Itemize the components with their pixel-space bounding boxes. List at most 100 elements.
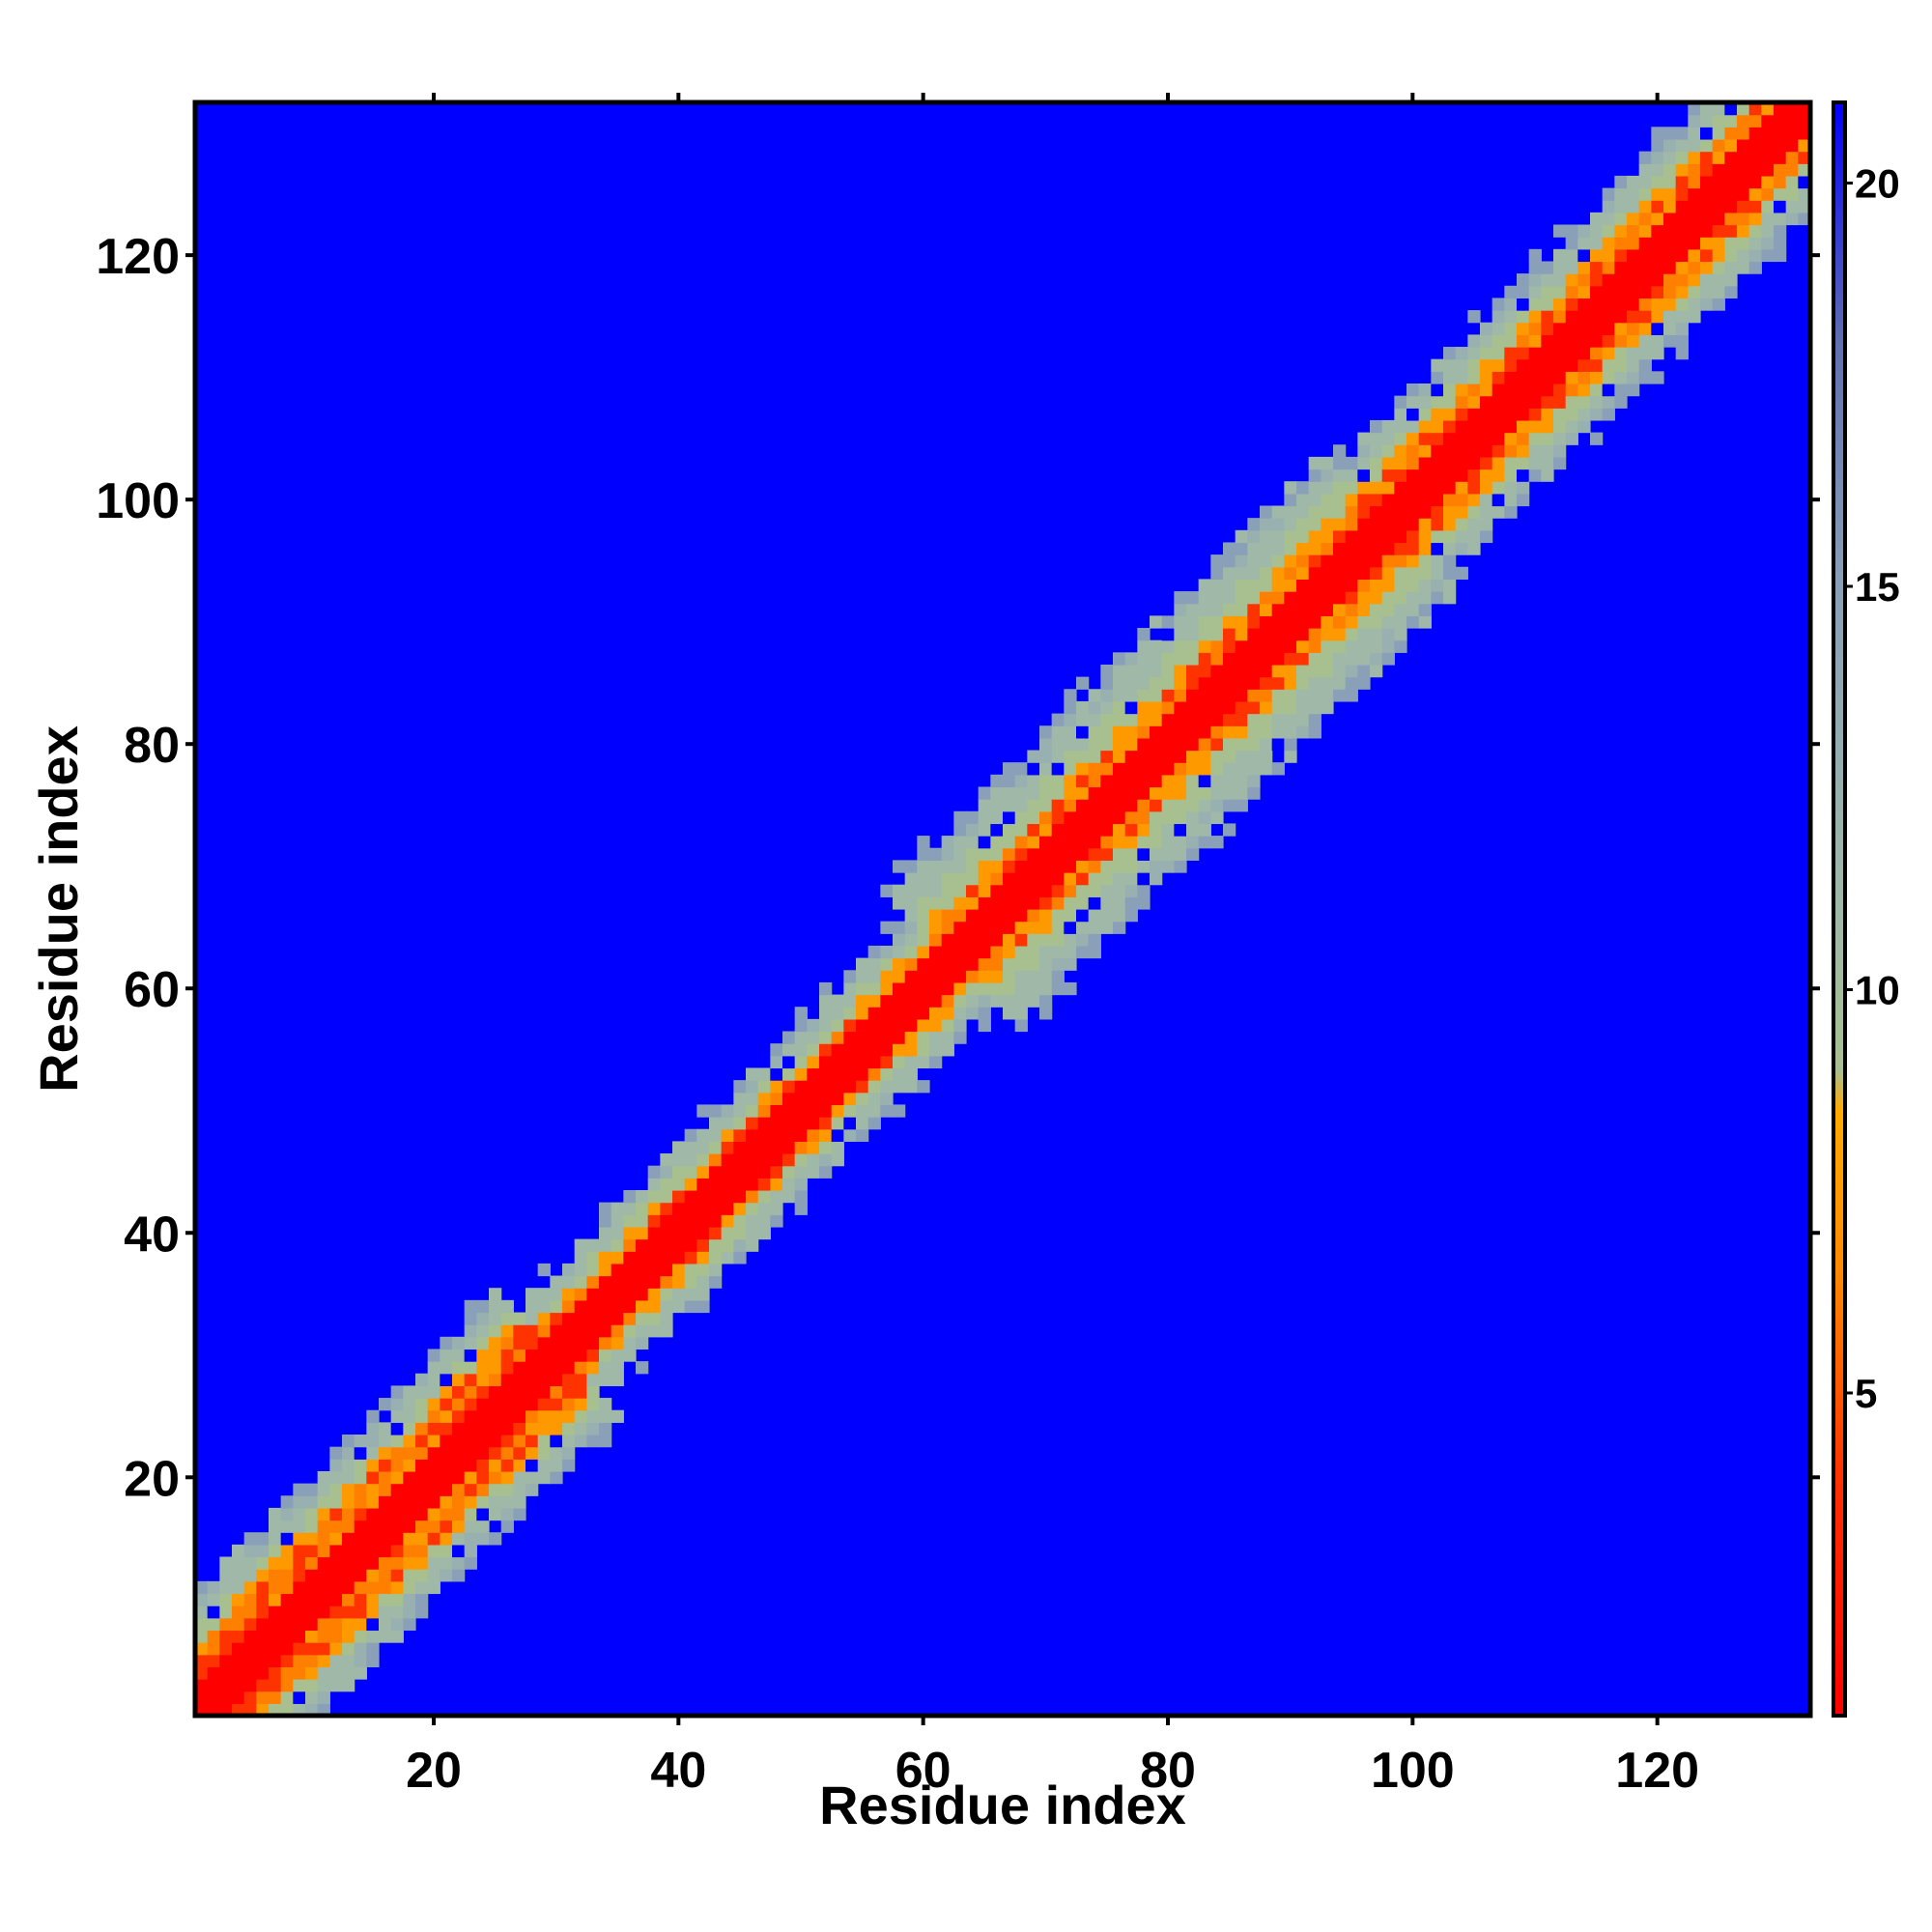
heatmap-cell (476, 1349, 490, 1362)
heatmap-cell (354, 1605, 367, 1619)
heatmap-cell (1161, 847, 1175, 861)
heatmap-cell (1198, 823, 1211, 837)
heatmap-cell (1602, 200, 1615, 213)
heatmap-cell (1247, 700, 1261, 715)
colorbar-tick-label: 20 (1855, 161, 1900, 207)
heatmap-cell (1614, 248, 1628, 263)
heatmap-cell (1688, 187, 1701, 201)
heatmap-cell (1443, 493, 1457, 507)
heatmap-cell (550, 1385, 563, 1399)
heatmap-cell (696, 1226, 710, 1240)
heatmap-cell (476, 1532, 490, 1546)
heatmap-cell (1271, 676, 1285, 690)
heatmap-cell (550, 1459, 563, 1472)
heatmap-cell (794, 1189, 808, 1204)
heatmap-cell (647, 1324, 661, 1338)
heatmap-cell (526, 1324, 539, 1338)
heatmap-cell (390, 1532, 404, 1546)
heatmap-cell (1431, 554, 1444, 568)
heatmap-cell (1406, 481, 1420, 495)
heatmap-cell (379, 1459, 392, 1472)
heatmap-cell (1651, 175, 1664, 189)
heatmap-cell (366, 1556, 380, 1570)
heatmap-cell (1418, 456, 1432, 470)
heatmap-cell (1381, 456, 1395, 470)
heatmap-cell (207, 1605, 220, 1619)
heatmap-cell (366, 1605, 380, 1619)
heatmap-cell (1198, 689, 1211, 702)
heatmap-cell (623, 1336, 637, 1350)
heatmap-cell (219, 1690, 233, 1704)
heatmap-cell (794, 1055, 808, 1069)
heatmap-cell (757, 1117, 771, 1130)
heatmap-cell (1051, 713, 1065, 726)
heatmap-cell (256, 1605, 270, 1619)
heatmap-cell (1688, 237, 1701, 250)
heatmap-cell (526, 1373, 539, 1387)
heatmap-cell (1284, 664, 1297, 678)
heatmap-cell (1137, 836, 1151, 849)
heatmap-cell (415, 1593, 429, 1606)
heatmap-cell (574, 1312, 587, 1325)
heatmap-cell (1712, 224, 1725, 238)
heatmap-cell (219, 1654, 233, 1667)
heatmap-cell (647, 1178, 661, 1191)
heatmap-cell (1418, 615, 1432, 629)
heatmap-cell (1076, 713, 1090, 726)
heatmap-cell (574, 1435, 587, 1448)
heatmap-cell (1553, 334, 1567, 348)
heatmap-cell (782, 1141, 796, 1154)
heatmap-cell (232, 1630, 245, 1643)
heatmap-cell (1271, 579, 1285, 592)
heatmap-cell (293, 1532, 306, 1546)
heatmap-cell (611, 1226, 624, 1240)
heatmap-cell (1406, 505, 1420, 519)
heatmap-cell (1394, 469, 1407, 482)
heatmap-cell (1357, 639, 1371, 653)
heatmap-cell (1492, 395, 1505, 409)
heatmap-cell (1785, 127, 1799, 140)
heatmap-cell (1345, 676, 1358, 690)
heatmap-cell (1748, 200, 1762, 213)
heatmap-cell (1076, 909, 1090, 923)
heatmap-cell (1210, 579, 1224, 592)
heatmap-cell (1333, 493, 1347, 507)
heatmap-cell (1003, 799, 1016, 812)
heatmap-cell (990, 921, 1004, 934)
heatmap-cell (1602, 334, 1615, 348)
heatmap-cell (953, 810, 967, 825)
heatmap-cell (1247, 554, 1261, 568)
heatmap-cell (1260, 750, 1273, 763)
heatmap-cell (1602, 358, 1615, 372)
heatmap-cell (1406, 395, 1420, 409)
heatmap-cell (1688, 163, 1701, 177)
heatmap-cell (1186, 700, 1200, 715)
heatmap-cell (1688, 212, 1701, 226)
heatmap-cell (1333, 591, 1347, 605)
heatmap-cell (1614, 237, 1628, 250)
heatmap-cell (427, 1483, 440, 1496)
heatmap-cell (1553, 419, 1567, 434)
heatmap-cell (929, 909, 943, 923)
heatmap-cell (574, 1288, 587, 1301)
heatmap-cell (1431, 505, 1444, 519)
heatmap-cell (550, 1409, 563, 1423)
heatmap-cell (1124, 872, 1138, 886)
heatmap-cell (1480, 444, 1493, 458)
heatmap-cell (379, 1422, 392, 1435)
heatmap-cell (904, 994, 918, 1008)
heatmap-cell (721, 1226, 734, 1240)
heatmap-cell (770, 1104, 783, 1118)
heatmap-cell (1088, 713, 1101, 726)
heatmap-cell (1124, 737, 1138, 752)
heatmap-cell (1431, 591, 1444, 605)
y-tick-label: 40 (124, 1207, 180, 1263)
heatmap-cell (415, 1470, 429, 1485)
heatmap-cell (354, 1435, 367, 1448)
heatmap-cell (1100, 664, 1114, 678)
heatmap-cell (1051, 970, 1065, 983)
heatmap-cell (1003, 762, 1016, 776)
heatmap-cell (990, 810, 1004, 825)
colorbar-tick-label: 5 (1855, 1371, 1877, 1416)
heatmap-cell (1296, 652, 1310, 666)
